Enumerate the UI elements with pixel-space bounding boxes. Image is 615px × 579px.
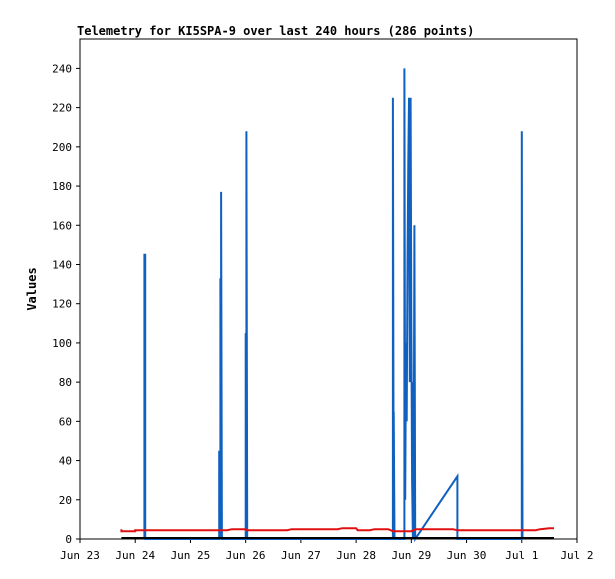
y-tick-label: 200 [52,141,72,154]
x-tick-label: Jun 23 [60,549,100,562]
x-tick-label: Jun 26 [226,549,266,562]
y-tick-label: 220 [52,102,72,115]
chart-title: Telemetry for KI5SPA-9 over last 240 hou… [77,24,474,38]
plot-area [79,38,578,540]
y-tick-label: 60 [59,415,72,428]
x-tick-label: Jul 2 [560,549,593,562]
y-tick-label: 100 [52,337,72,350]
x-tick-label: Jun 24 [115,549,155,562]
x-tick-label: Jun 30 [447,549,487,562]
x-tick-label: Jun 29 [391,549,431,562]
y-axis: 0 20 40 60 80 100 120 140 160 180 200 220 240 [52,62,80,546]
y-tick-label: 160 [52,219,72,232]
x-tick-label: Jul 1 [505,549,538,562]
x-tick-label: Jun 27 [281,549,321,562]
y-tick-label: 120 [52,298,72,311]
x-tick-label: Jun 25 [171,549,211,562]
series-layer [120,68,554,543]
y-tick-label: 40 [59,455,72,468]
y-axis-label: Values [25,267,39,310]
y-tick-label: 180 [52,180,72,193]
y-tick-label: 240 [52,62,72,75]
x-axis: Jun 23 Jun 24 Jun 25 Jun 26 Jun 27 Jun 28 Jun … [60,539,594,562]
y-tick-label: 0 [65,533,72,546]
y-tick-label: 20 [59,494,72,507]
y-tick-label: 140 [52,258,72,271]
x-tick-label: Jun 28 [336,549,376,562]
series-line-2 [120,527,554,533]
y-tick-label: 80 [59,376,72,389]
